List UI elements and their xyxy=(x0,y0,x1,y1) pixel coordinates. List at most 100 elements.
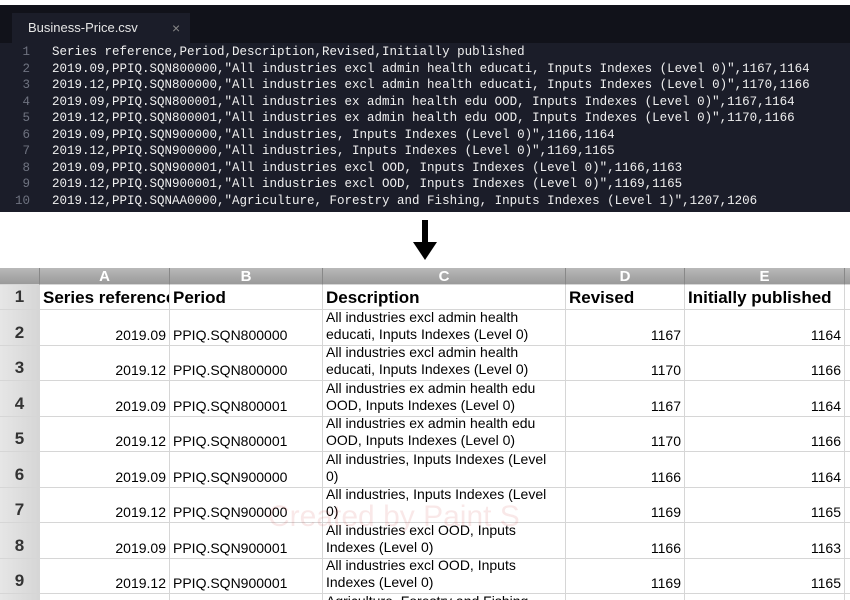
cell[interactable]: Description xyxy=(323,285,566,310)
cell[interactable]: 2019.12 xyxy=(40,558,170,594)
column-header[interactable]: B xyxy=(170,268,323,285)
row-header[interactable]: 2 xyxy=(0,310,40,346)
code-line: 2019.09,PPIQ.SQN900000,"All industries, … xyxy=(52,127,615,142)
cell[interactable]: 1169 xyxy=(566,487,685,523)
cell-text: All industries, Inputs Indexes (Level 0) xyxy=(326,487,547,520)
cell[interactable]: Series reference xyxy=(40,285,170,310)
cell[interactable]: 2019.09 xyxy=(40,452,170,488)
column-header[interactable]: C xyxy=(323,268,566,285)
row-header[interactable]: 7 xyxy=(0,487,40,523)
cell[interactable]: All industries excl OOD, Inputs Indexes … xyxy=(323,558,566,594)
cell xyxy=(845,488,850,523)
column-header[interactable]: A xyxy=(40,268,170,285)
row-header[interactable]: 6 xyxy=(0,452,40,488)
cell-text: 1164 xyxy=(810,397,841,414)
cell[interactable]: All industries ex admin health edu OOD, … xyxy=(323,416,566,452)
cell[interactable]: All industries, Inputs Indexes (Level 0) xyxy=(323,487,566,523)
cell-text: 1163 xyxy=(810,539,841,556)
cell[interactable]: 2019.09 xyxy=(40,310,170,346)
cell[interactable]: PPIQ.SQN800000 xyxy=(170,345,323,381)
cell-text: 1165 xyxy=(810,575,841,591)
cell[interactable]: 2019.12 xyxy=(40,487,170,523)
column-header[interactable]: E xyxy=(685,268,845,285)
cell[interactable]: All industries excl admin health educati… xyxy=(323,310,566,346)
cell[interactable]: 2019.12 xyxy=(40,416,170,452)
cell[interactable]: 1170 xyxy=(566,416,685,452)
cell[interactable]: PPIQ.SQN900000 xyxy=(170,487,323,523)
cell-text: 1166 xyxy=(650,468,681,485)
cell-text: 1164 xyxy=(810,326,841,343)
cell[interactable]: 1207 xyxy=(566,594,685,600)
cell[interactable]: 2019.09 xyxy=(40,381,170,417)
cell[interactable]: 1166 xyxy=(685,345,845,381)
cell[interactable]: 1166 xyxy=(685,416,845,452)
cell-text: PPIQ.SQN800001 xyxy=(173,397,288,414)
cell-text: 1164 xyxy=(810,468,841,485)
cell[interactable]: 1165 xyxy=(685,558,845,594)
cell[interactable]: Agriculture, Forestry and Fishing, Input… xyxy=(323,594,566,600)
code-line: 2019.12,PPIQ.SQNAA0000,"Agriculture, For… xyxy=(52,193,758,208)
code-line: 2019.09,PPIQ.SQN800000,"All industries e… xyxy=(52,61,810,76)
cell[interactable]: PPIQ.SQN800001 xyxy=(170,416,323,452)
cell[interactable]: PPIQ.SQN800000 xyxy=(170,310,323,346)
row-header[interactable]: 9 xyxy=(0,558,40,594)
row-header[interactable]: 4 xyxy=(0,381,40,417)
cell[interactable]: 2019.09 xyxy=(40,523,170,559)
code-line: 2019.12,PPIQ.SQN900001,"All industries e… xyxy=(52,177,683,191)
cell[interactable]: 1164 xyxy=(685,310,845,346)
cell[interactable]: Initially published xyxy=(685,285,845,310)
cell[interactable]: 1166 xyxy=(566,523,685,559)
corner xyxy=(0,268,40,285)
column-header[interactable]: D xyxy=(566,268,685,285)
cell-text: 2019.09 xyxy=(115,539,166,556)
close-icon[interactable]: × xyxy=(172,20,181,36)
cell[interactable]: PPIQ.SQNAA0000 xyxy=(170,594,323,600)
cell[interactable]: 1164 xyxy=(685,381,845,417)
cell[interactable]: PPIQ.SQN900000 xyxy=(170,452,323,488)
cell[interactable]: 1165 xyxy=(685,487,845,523)
cell-text: PPIQ.SQN900000 xyxy=(173,468,288,485)
line-number: 10 xyxy=(14,193,30,208)
cell-text: All industries excl admin health educati… xyxy=(326,310,529,342)
line-number: 2 xyxy=(22,61,30,76)
cell[interactable]: All industries excl OOD, Inputs Indexes … xyxy=(323,523,566,559)
row-header[interactable]: 10 xyxy=(0,594,40,600)
row-header[interactable]: 3 xyxy=(0,345,40,381)
cell[interactable]: All industries, Inputs Indexes (Level 0) xyxy=(323,452,566,488)
cell xyxy=(845,523,850,559)
cell[interactable]: 1206 xyxy=(685,594,845,600)
cell[interactable]: PPIQ.SQN900001 xyxy=(170,558,323,594)
cell[interactable]: PPIQ.SQN800001 xyxy=(170,381,323,417)
cell[interactable]: 1166 xyxy=(566,452,685,488)
cell-text: 2019.09 xyxy=(115,326,166,343)
cell[interactable]: 1167 xyxy=(566,381,685,417)
cell[interactable]: 2019.12 xyxy=(40,594,170,600)
line-number: 3 xyxy=(22,78,30,92)
cell[interactable]: All industries excl admin health educati… xyxy=(323,345,566,381)
cell xyxy=(845,346,850,381)
row-header[interactable]: 5 xyxy=(0,416,40,452)
cell[interactable]: Revised xyxy=(566,285,685,310)
cell[interactable]: 1167 xyxy=(566,310,685,346)
cell[interactable]: 1169 xyxy=(566,558,685,594)
line-number: 8 xyxy=(22,160,30,175)
line-number: 4 xyxy=(22,94,30,109)
cell[interactable]: PPIQ.SQN900001 xyxy=(170,523,323,559)
cell[interactable]: 1164 xyxy=(685,452,845,488)
cell[interactable]: 2019.12 xyxy=(40,345,170,381)
row-header[interactable]: 1 xyxy=(0,285,40,310)
cell[interactable]: All industries ex admin health edu OOD, … xyxy=(323,381,566,417)
cell xyxy=(845,285,850,310)
cell-text: Revised xyxy=(569,288,635,307)
row-header[interactable]: 8 xyxy=(0,523,40,559)
cell[interactable]: 1170 xyxy=(566,345,685,381)
cell[interactable]: Period xyxy=(170,285,323,310)
cell-text: All industries excl admin health educati… xyxy=(326,345,529,378)
cell-text: Agriculture, Forestry and Fishing, Input… xyxy=(326,594,562,600)
cell[interactable]: 1163 xyxy=(685,523,845,559)
file-tab[interactable]: Business-Price.csv × xyxy=(12,13,190,43)
cell-text: 1165 xyxy=(810,504,841,520)
cell-text: PPIQ.SQN900001 xyxy=(173,539,288,556)
cell-text: 1170 xyxy=(650,362,681,378)
